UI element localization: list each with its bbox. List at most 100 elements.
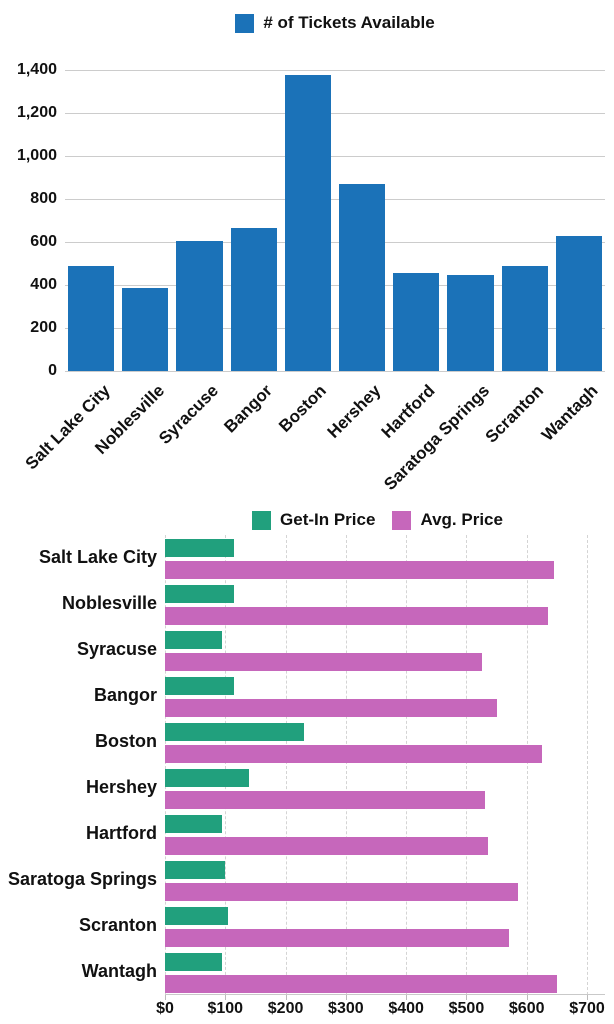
y-tick-label-600: 600 xyxy=(30,233,57,250)
avg-price-bar-noblesville xyxy=(165,607,548,625)
price-row-wantagh: Wantagh xyxy=(0,949,614,995)
tickets-bar-scranton xyxy=(501,265,548,371)
row-label-bangor: Bangor xyxy=(94,685,157,705)
row-label-wantagh: Wantagh xyxy=(81,961,157,981)
get-in-price-bar-wantagh xyxy=(165,953,223,971)
v-gridline--100 xyxy=(225,535,227,995)
avg-price-bar-wantagh xyxy=(165,975,557,993)
tickets-plot-area xyxy=(65,70,605,372)
prices-chart: Get-In Price Avg. Price Salt Lake City Nob… xyxy=(0,500,614,1024)
tickets-bar-wantagh xyxy=(555,235,603,371)
y-tick-label-400: 400 xyxy=(30,276,57,293)
legend-item-get-in-price: Get-In Price xyxy=(252,510,375,530)
get-in-price-bar-syracuse xyxy=(165,631,223,649)
v-gridline--500 xyxy=(466,535,468,995)
gridline xyxy=(65,199,605,200)
gridline xyxy=(65,328,605,329)
tickets-bar-saratoga-springs xyxy=(447,275,494,371)
price-row-bangor: Bangor xyxy=(0,673,614,719)
legend-swatch-avg-price xyxy=(392,510,412,530)
x-axis-label-hershey: Hershey xyxy=(323,381,385,442)
row-label-salt-lake-city: Salt Lake City xyxy=(38,547,157,567)
x-axis-label-bangor: Bangor xyxy=(220,381,277,437)
tickets-legend-label: # of Tickets Available xyxy=(263,13,435,32)
x-tick-label--300: $300 xyxy=(328,1000,364,1017)
row-label-saratoga-springs: Saratoga Springs xyxy=(7,869,157,889)
gridline xyxy=(65,113,605,114)
avg-price-bar-syracuse xyxy=(165,653,482,671)
axis-tick xyxy=(345,995,347,1000)
v-gridline--700 xyxy=(587,535,588,995)
y-tick-label-1-400: 1,400 xyxy=(16,61,57,78)
x-tick-label--0: $0 xyxy=(156,1000,174,1017)
get-in-price-bar-saratoga-springs xyxy=(165,861,226,879)
y-tick-label-200: 200 xyxy=(30,319,57,336)
y-tick-label-1-000: 1,000 xyxy=(16,147,57,164)
axis-tick xyxy=(406,995,408,1000)
x-axis-label-salt-lake-city: Salt Lake City xyxy=(21,381,114,474)
avg-price-bar-saratoga-springs xyxy=(165,883,518,901)
x-axis-label-scranton: Scranton xyxy=(481,381,548,447)
v-gridline--600 xyxy=(526,535,528,995)
tickets-bar-syracuse xyxy=(176,240,223,371)
get-in-price-bar-noblesville xyxy=(165,585,235,603)
tickets-bar-boston xyxy=(284,75,332,371)
prices-legend: Get-In Price Avg. Price xyxy=(165,510,590,530)
v-gridline--400 xyxy=(406,535,408,995)
get-in-price-bar-bangor xyxy=(165,677,235,695)
y-tick-label-0: 0 xyxy=(48,362,57,379)
axis-tick xyxy=(225,995,227,1000)
avg-price-bar-bangor xyxy=(165,699,497,717)
row-label-hartford: Hartford xyxy=(86,823,157,843)
prices-rows: Salt Lake City Noblesville Syracuse Bangor B… xyxy=(0,535,614,995)
avg-price-bar-hartford xyxy=(165,837,488,855)
legend-item-avg-price: Avg. Price xyxy=(392,510,503,530)
v-gridline--0 xyxy=(165,535,166,995)
row-label-noblesville: Noblesville xyxy=(61,593,157,613)
legend-swatch-get-in-price xyxy=(252,510,272,530)
tickets-bars xyxy=(65,70,605,371)
axis-tick xyxy=(587,995,588,1000)
legend-label-avg-price: Avg. Price xyxy=(420,510,503,529)
tickets-legend-item: # of Tickets Available xyxy=(235,13,435,33)
get-in-price-bar-scranton xyxy=(165,907,229,925)
get-in-price-bar-hartford xyxy=(165,815,223,833)
tickets-bar-noblesville xyxy=(122,288,169,371)
price-row-boston: Boston xyxy=(0,719,614,765)
price-row-hershey: Hershey xyxy=(0,765,614,811)
x-axis-line xyxy=(165,994,605,995)
tickets-bar-hershey xyxy=(339,183,386,371)
price-row-salt-lake-city: Salt Lake City xyxy=(0,535,614,581)
gridline xyxy=(65,156,605,157)
x-tick-label--400: $400 xyxy=(388,1000,424,1017)
row-label-hershey: Hershey xyxy=(85,777,157,797)
tickets-bar-salt-lake-city xyxy=(68,265,115,371)
tickets-chart: # of Tickets Available 1,400 1,200 1,000 80… xyxy=(0,0,614,500)
avg-price-bar-scranton xyxy=(165,929,509,947)
x-axis-label-wantagh: Wantagh xyxy=(537,381,602,445)
price-row-hartford: Hartford xyxy=(0,811,614,857)
axis-tick xyxy=(526,995,528,1000)
get-in-price-bar-salt-lake-city xyxy=(165,539,235,557)
x-tick-label--700: $700 xyxy=(569,1000,605,1017)
get-in-price-bar-boston xyxy=(165,723,304,741)
x-tick-label--600: $600 xyxy=(508,1000,545,1017)
gridline xyxy=(65,285,605,286)
row-label-scranton: Scranton xyxy=(78,915,157,935)
avg-price-bar-salt-lake-city xyxy=(165,561,554,579)
axis-tick xyxy=(165,995,166,1000)
gridline xyxy=(65,242,605,243)
legend-label-get-in-price: Get-In Price xyxy=(280,510,376,529)
x-tick-label--200: $200 xyxy=(267,1000,304,1017)
tickets-bar-bangor xyxy=(230,228,277,371)
tickets-legend-swatch xyxy=(235,13,255,33)
x-tick-label--100: $100 xyxy=(207,1000,244,1017)
y-tick-label-1-200: 1,200 xyxy=(16,104,57,121)
price-row-syracuse: Syracuse xyxy=(0,627,614,673)
row-label-boston: Boston xyxy=(95,731,157,751)
gridline xyxy=(65,371,605,372)
prices-gridlines xyxy=(165,535,605,1000)
price-row-scranton: Scranton xyxy=(0,903,614,949)
avg-price-bar-hershey xyxy=(165,791,485,809)
x-axis-label-saratoga-springs: Saratoga Springs xyxy=(379,381,493,494)
